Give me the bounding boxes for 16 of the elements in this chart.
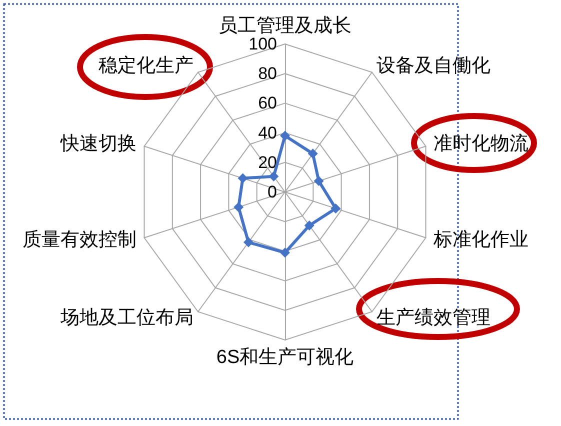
y-tick-label: 0 [268, 182, 277, 202]
spoke-label: 标准化作业 [432, 230, 528, 251]
spoke-label: 质量有效控制 [22, 230, 137, 251]
spoke-label: 设备及自働化 [376, 55, 491, 76]
spoke-label: 员工管理及成长 [218, 16, 352, 37]
spoke-label: 6S和生产可视化 [216, 347, 354, 368]
y-tick-label: 40 [258, 123, 277, 142]
spoke-label: 场地及工位布局 [59, 308, 194, 329]
spoke-label: 生产绩效管理 [376, 308, 491, 329]
y-tick-label: 60 [258, 94, 277, 113]
y-tick-label: 20 [258, 152, 277, 172]
spoke-label: 快速切换 [60, 133, 137, 154]
spoke-label: 稳定化生产 [98, 54, 194, 76]
y-tick-label: 100 [248, 34, 277, 54]
spoke-label: 准时化物流 [433, 132, 528, 154]
y-tick-label: 80 [258, 64, 277, 84]
